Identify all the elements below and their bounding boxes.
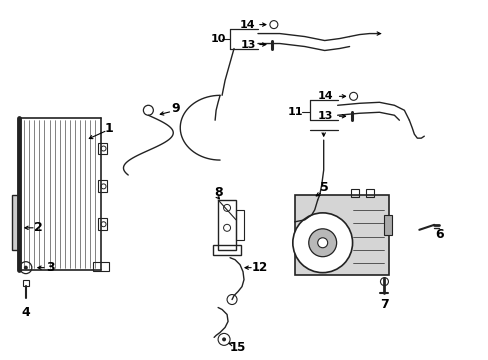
Bar — [236, 210, 244, 240]
Text: 12: 12 — [251, 261, 267, 274]
Bar — [350, 189, 358, 197]
Text: 4: 4 — [21, 306, 30, 319]
Bar — [98, 143, 106, 154]
Bar — [98, 180, 106, 192]
Bar — [98, 218, 106, 230]
Text: 3: 3 — [46, 261, 55, 274]
Text: 14: 14 — [240, 19, 255, 30]
Bar — [12, 195, 19, 250]
Circle shape — [292, 213, 352, 273]
Bar — [213, 245, 241, 255]
Circle shape — [101, 184, 106, 189]
Circle shape — [20, 262, 32, 274]
Text: 8: 8 — [213, 186, 222, 199]
Text: 13: 13 — [240, 40, 255, 50]
Text: 6: 6 — [434, 228, 443, 241]
Circle shape — [24, 266, 28, 270]
Bar — [365, 189, 373, 197]
Circle shape — [101, 222, 106, 227]
Text: 14: 14 — [317, 91, 333, 101]
Bar — [218, 200, 236, 250]
Text: 1: 1 — [104, 122, 113, 135]
Circle shape — [308, 229, 336, 257]
Text: 15: 15 — [229, 341, 246, 354]
Bar — [384, 215, 392, 235]
Text: 11: 11 — [287, 107, 303, 117]
Circle shape — [101, 146, 106, 151]
Text: 7: 7 — [379, 298, 388, 311]
Circle shape — [222, 337, 225, 341]
Text: 5: 5 — [320, 181, 328, 194]
Text: 13: 13 — [317, 111, 333, 121]
Bar — [294, 195, 388, 275]
Bar — [92, 262, 108, 271]
Circle shape — [317, 238, 327, 248]
Text: 10: 10 — [210, 33, 225, 44]
Text: 9: 9 — [171, 102, 179, 115]
Bar — [23, 280, 29, 285]
Text: 2: 2 — [34, 221, 43, 234]
